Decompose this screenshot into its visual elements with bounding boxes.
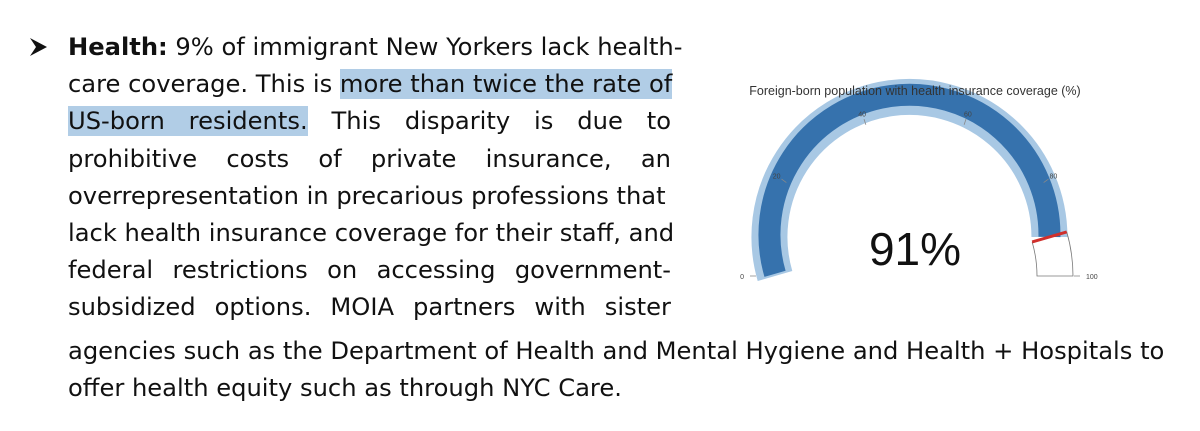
paragraph-text: This disparity is due to [307, 107, 671, 136]
gauge-tick-mark [1043, 178, 1049, 183]
highlighted-text: more than twice the rate of [339, 69, 673, 100]
paragraph-line: prohibitive costs of private insurance, … [68, 144, 671, 173]
gauge-tick-label: 20 [773, 173, 781, 180]
gauge-tick-label: 60 [964, 111, 972, 118]
gauge-value-label: 91% [868, 223, 962, 275]
gauge-tick-mark [781, 178, 787, 183]
paragraph-line: care coverage. This is more than twice t… [68, 66, 673, 103]
gauge-tick-mark [863, 118, 867, 125]
paragraph-line: federal restrictions on accessing govern… [68, 256, 671, 285]
gauge-ticks: 0 20 40 60 80 100 [740, 111, 1098, 281]
paragraph-line: lack health insurance coverage for their… [68, 218, 675, 247]
paragraph-line: US-born residents. This disparity is due… [68, 103, 671, 140]
gauge-tick-label: 100 [1086, 274, 1098, 281]
gauge-remaining-band [1031, 231, 1074, 277]
gauge-value-band [758, 83, 1061, 277]
arrow-bullet-icon [28, 36, 50, 63]
paragraph-text: care coverage. This is [68, 70, 340, 99]
gauge-tick-label: 40 [858, 111, 866, 118]
health-paragraph: Health: 9% of immigrant New Yorkers lack… [68, 29, 683, 327]
paragraph-line: subsidized options. MOIA partners with s… [68, 293, 671, 322]
highlighted-text: US-born residents. [68, 106, 308, 137]
gauge-svg: 0 20 40 60 80 100 [740, 79, 1098, 281]
gauge-title: Foreign-born population with health insu… [749, 84, 1081, 98]
coverage-gauge: 0 20 40 60 80 100 Foreign-born population wit… [725, 78, 1105, 293]
paragraph-heading: Health: [68, 33, 168, 61]
paragraph-line: Health: 9% of immigrant New Yorkers lack… [68, 29, 683, 66]
health-paragraph-continued: agencies such as the Department of Healt… [68, 333, 1168, 407]
paragraph-text: 9% of immigrant New Yorkers lack health- [167, 33, 683, 61]
gauge-tick-mark [963, 118, 967, 125]
paragraph-line: offer health equity such as through NYC … [68, 374, 622, 403]
gauge-needle [1031, 230, 1068, 244]
gauge-tick-label: 80 [1049, 173, 1057, 180]
gauge-tick-label: 0 [740, 274, 744, 281]
paragraph-line: overrepresentation in precarious profess… [68, 181, 666, 210]
paragraph-line: agencies such as the Department of Healt… [68, 337, 1165, 365]
